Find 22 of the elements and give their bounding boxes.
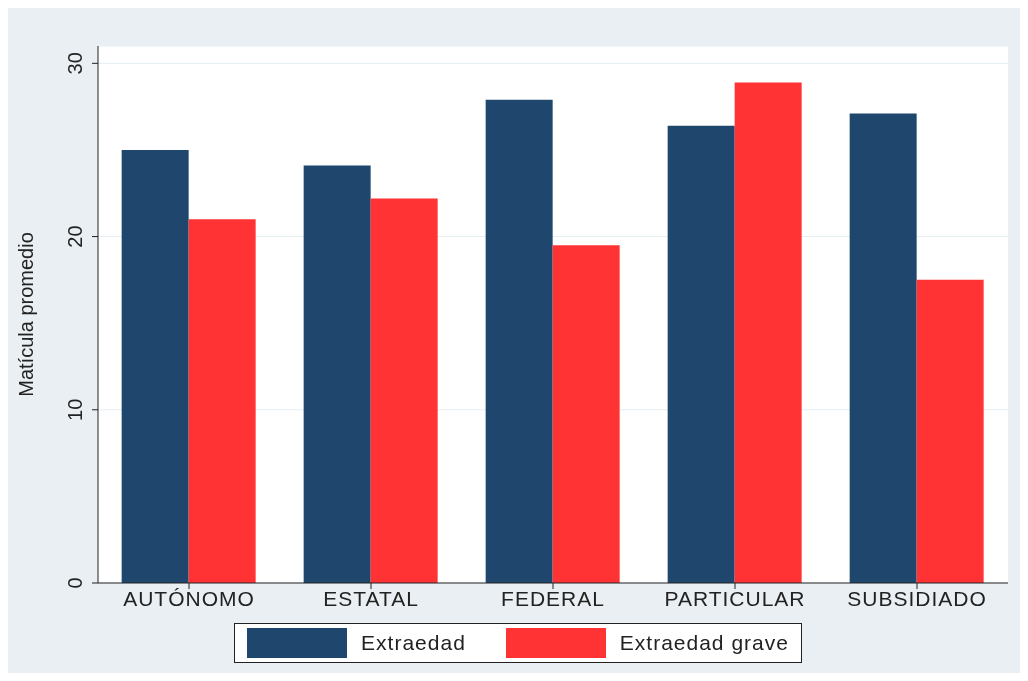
- bar: [734, 82, 802, 583]
- legend-label: Extraedad grave: [619, 631, 789, 655]
- x-tick-label: ESTATAL: [323, 586, 419, 610]
- legend-label: Extraedad: [361, 631, 466, 655]
- bar: [916, 279, 984, 583]
- x-tick-label: FEDERAL: [501, 586, 605, 610]
- bar: [303, 165, 371, 583]
- x-tick-label: AUTÓNOMO: [123, 586, 255, 610]
- bar: [485, 99, 553, 583]
- x-tick-label: SUBSIDIADO: [847, 586, 987, 610]
- bar: [370, 198, 438, 583]
- y-tick-label: 0: [64, 577, 86, 589]
- y-axis-title: Matícula promedio: [15, 232, 38, 397]
- bar: [849, 113, 917, 583]
- bar: [667, 125, 735, 583]
- y-tick-label: 30: [64, 52, 86, 75]
- bar: [121, 149, 189, 583]
- x-tick-label: PARTICULAR: [664, 586, 806, 610]
- bar: [188, 219, 256, 583]
- y-tick-label: 10: [64, 398, 86, 421]
- bar: [552, 245, 620, 583]
- y-tick-label: 20: [64, 225, 86, 248]
